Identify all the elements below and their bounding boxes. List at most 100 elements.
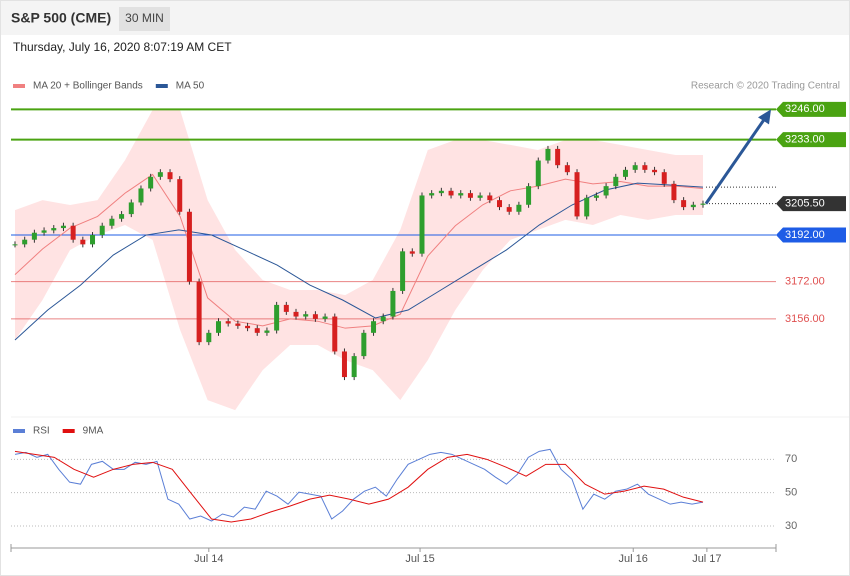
x-tick-label: Jul 15 (405, 553, 434, 565)
candle (371, 321, 377, 333)
y-tick-label: 50 (785, 487, 797, 499)
level-tag (776, 227, 846, 243)
level-label: 3172.00 (785, 276, 825, 288)
candle (564, 165, 570, 173)
candle (167, 172, 173, 180)
candle (652, 169, 658, 173)
candle (12, 244, 18, 246)
candle (642, 165, 648, 170)
candle (99, 225, 105, 236)
candle (487, 195, 493, 201)
level-label: 3156.00 (785, 313, 825, 325)
candle (322, 316, 328, 319)
candle (119, 214, 125, 219)
candle (390, 290, 396, 317)
candle (400, 251, 406, 291)
candle (545, 148, 551, 161)
candle (622, 169, 628, 177)
candle (312, 314, 318, 319)
legend-label: MA 50 (176, 81, 205, 92)
candle (361, 332, 367, 357)
candle (593, 195, 599, 198)
candle (535, 160, 541, 187)
x-tick-label: Jul 14 (194, 553, 223, 565)
candle (128, 202, 134, 215)
x-tick-label: Jul 17 (692, 553, 721, 565)
rsi-line (14, 448, 704, 522)
candle (429, 193, 435, 196)
level-tag (776, 101, 846, 117)
candle (157, 172, 163, 177)
candle (603, 186, 609, 196)
candle (303, 314, 309, 317)
candle (681, 200, 687, 208)
level-label: 3246.00 (785, 103, 825, 115)
candle (613, 176, 619, 187)
candle (661, 172, 667, 184)
candle (274, 304, 280, 331)
level-label: 3192.00 (785, 229, 825, 241)
candle (51, 228, 57, 231)
candle (700, 203, 706, 205)
legend-swatch (62, 429, 75, 433)
candle (196, 281, 202, 343)
candle (254, 328, 260, 333)
legend-swatch (13, 429, 25, 433)
credit: Research © 2020 Trading Central (691, 81, 840, 92)
candle (332, 316, 338, 352)
moving-average (14, 173, 704, 329)
candle (341, 351, 347, 378)
candle (31, 232, 37, 240)
bollinger-band (15, 110, 703, 411)
candle (516, 204, 522, 212)
candle (574, 172, 580, 217)
candle (506, 207, 512, 212)
candle (264, 330, 270, 333)
y-tick-label: 70 (785, 453, 797, 465)
instrument-title: S&P 500 (CME) (11, 10, 111, 26)
y-tick-label: 30 (785, 520, 797, 532)
candle (351, 356, 357, 378)
candle (497, 200, 503, 208)
level-label: 3233.00 (785, 133, 825, 145)
candle (584, 197, 590, 217)
candle (186, 211, 192, 282)
legend-label: RSI (33, 426, 50, 437)
candle (235, 323, 241, 326)
candle (41, 230, 47, 233)
interval-box[interactable] (119, 7, 170, 31)
candle (206, 332, 212, 343)
candle (448, 190, 454, 196)
target-arrow (704, 114, 769, 205)
candle (555, 148, 561, 166)
interval[interactable]: 30 MIN (125, 11, 164, 25)
candle (438, 190, 444, 194)
legend-label: 9MA (83, 426, 104, 437)
level-label: 3205.50 (785, 198, 825, 210)
candle (409, 251, 415, 254)
level-tag (776, 196, 846, 212)
candle (245, 325, 251, 329)
candle (671, 183, 677, 201)
arrow-head (758, 109, 771, 125)
candle (225, 321, 231, 324)
level-tag (776, 132, 846, 148)
x-tick-label: Jul 16 (619, 553, 648, 565)
legend-label: MA 20 + Bollinger Bands (33, 81, 143, 92)
candle (109, 218, 115, 226)
candle (632, 165, 638, 170)
candle (283, 304, 289, 312)
candle (60, 225, 66, 229)
candle (215, 321, 221, 333)
rsi-line (14, 450, 704, 523)
candle (467, 193, 473, 198)
candle (458, 193, 464, 196)
candle (70, 225, 76, 240)
legend-swatch (13, 84, 25, 88)
candle (90, 235, 96, 245)
candle (148, 176, 154, 189)
candle (293, 311, 299, 317)
candle (526, 186, 532, 205)
timestamp: Thursday, July 16, 2020 8:07:19 AM CET (13, 40, 232, 54)
